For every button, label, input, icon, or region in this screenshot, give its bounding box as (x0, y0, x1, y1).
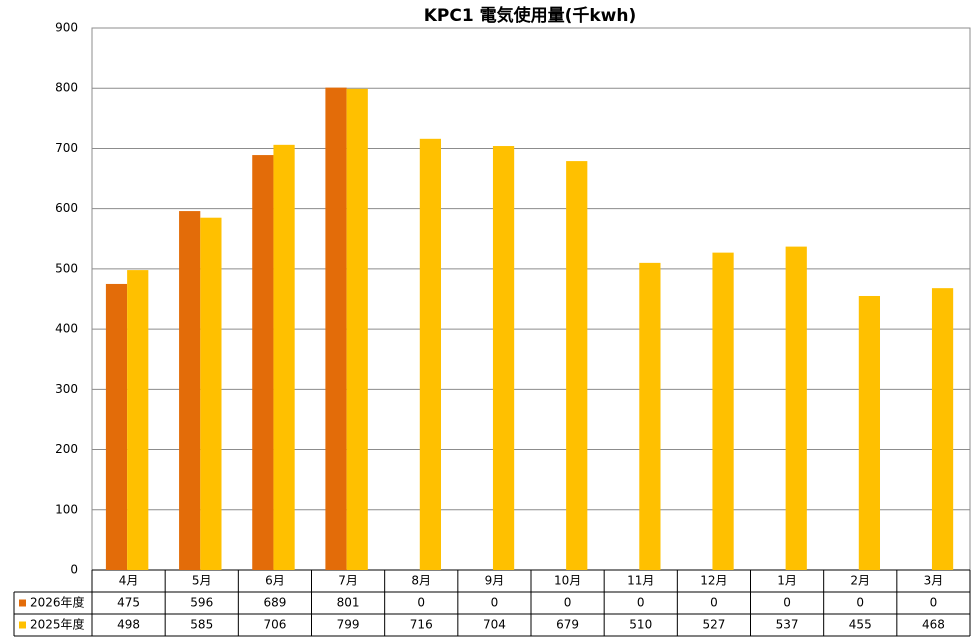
y-tick-label: 400 (55, 322, 78, 336)
table-value: 0 (564, 596, 572, 610)
bar (858, 295, 881, 570)
table-value: 716 (410, 618, 433, 632)
x-tick-label: 4月 (119, 574, 139, 588)
table-value: 0 (783, 596, 791, 610)
table-value: 0 (856, 596, 864, 610)
x-tick-label: 11月 (627, 574, 654, 588)
bar (127, 270, 149, 570)
table-value: 0 (491, 596, 499, 610)
y-tick-label: 500 (55, 261, 78, 275)
table-value: 0 (710, 596, 718, 610)
bar (252, 155, 274, 570)
y-tick-label: 300 (55, 382, 78, 396)
x-tick-label: 2月 (850, 574, 870, 588)
table-value: 704 (483, 618, 506, 632)
x-tick-label: 6月 (265, 574, 285, 588)
table-value: 689 (263, 596, 286, 610)
chart-title: KPC1 電気使用量(千kwh) (424, 5, 637, 26)
legend-swatch (19, 599, 26, 607)
bar (492, 146, 515, 570)
bar (639, 262, 661, 570)
table-value: 799 (337, 618, 360, 632)
table-value: 585 (190, 618, 213, 632)
x-tick-label: 10月 (554, 574, 581, 588)
table-value: 498 (117, 618, 140, 632)
y-tick-label: 800 (55, 81, 78, 95)
table-value: 0 (417, 596, 425, 610)
y-tick-label: 600 (55, 201, 78, 215)
table-value: 537 (776, 618, 799, 632)
legend-swatch (19, 621, 26, 629)
y-tick-label: 200 (55, 442, 78, 456)
y-tick-label: 700 (55, 141, 78, 155)
x-tick-label: 1月 (777, 574, 797, 588)
legend-label: 2026年度 (30, 595, 85, 610)
table-value: 0 (930, 596, 938, 610)
bar (566, 161, 588, 570)
table-value: 0 (637, 596, 645, 610)
table-value: 801 (337, 596, 360, 610)
bar (105, 283, 128, 570)
table-value: 468 (922, 618, 945, 632)
y-tick-label: 0 (70, 563, 78, 577)
table-value: 510 (629, 618, 652, 632)
table-value: 475 (117, 596, 140, 610)
bar (200, 217, 222, 570)
table-value: 527 (702, 618, 725, 632)
legend-label: 2025年度 (30, 617, 85, 632)
table-value: 455 (849, 618, 872, 632)
table-value: 679 (556, 618, 579, 632)
bar (346, 88, 368, 570)
bar (273, 144, 295, 570)
plot-border (91, 27, 971, 571)
bar (712, 252, 734, 570)
table-value: 706 (263, 618, 286, 632)
y-tick-label: 900 (55, 21, 78, 35)
x-tick-label: 5月 (192, 574, 212, 588)
bar (785, 246, 807, 570)
bar (179, 211, 201, 570)
y-tick-label: 100 (55, 502, 78, 516)
x-tick-label: 8月 (411, 574, 431, 588)
bar (325, 87, 347, 571)
table-value: 596 (190, 596, 213, 610)
bar (931, 288, 954, 570)
x-tick-label: 7月 (338, 574, 358, 588)
x-tick-label: 12月 (700, 574, 727, 588)
x-tick-label: 9月 (485, 574, 505, 588)
x-tick-label: 3月 (924, 574, 944, 588)
bar (419, 138, 442, 570)
